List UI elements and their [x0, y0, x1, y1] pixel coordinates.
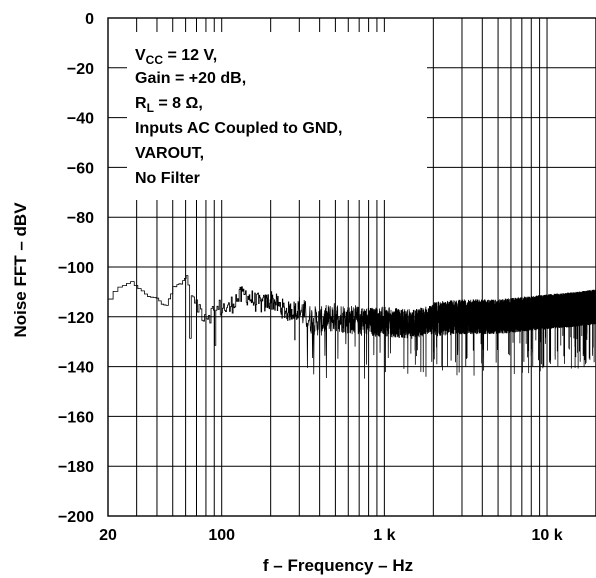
- x-tick-label-0: 20: [99, 527, 117, 544]
- y-tick-label-2: −40: [67, 111, 94, 128]
- x-tick-label-2: 1 k: [373, 527, 395, 544]
- x-tick-label-1: 100: [208, 527, 235, 544]
- test-conditions-annotation: VCC = 12 V, Gain = +20 dB, RL = 8 Ω, Inp…: [135, 47, 342, 187]
- y-tick-label-5: −100: [58, 260, 94, 277]
- y-tick-label-9: −180: [58, 459, 94, 476]
- x-axis-label: f – Frequency – Hz: [263, 556, 413, 575]
- annotation-vcc: VCC = 12 V,: [135, 47, 217, 67]
- y-tick-label-0: 0: [85, 11, 94, 28]
- annotation-inputs: Inputs AC Coupled to GND,: [135, 120, 342, 137]
- annotation-background: [127, 32, 427, 200]
- x-tick-labels: 20 100 1 k 10 k: [99, 527, 563, 544]
- series-noise-trace: [108, 275, 596, 379]
- y-tick-label-10: −200: [58, 509, 94, 526]
- y-tick-label-6: −120: [58, 310, 94, 327]
- x-tick-label-3: 10 k: [531, 527, 562, 544]
- noise-trace-group: [108, 275, 596, 379]
- y-tick-label-4: −80: [67, 210, 94, 227]
- annotation-varout: VAROUT,: [135, 145, 204, 162]
- y-axis-label: Noise FFT – dBV: [11, 202, 30, 338]
- annotation-rl: RL = 8 Ω,: [135, 95, 203, 115]
- y-tick-label-7: −140: [58, 360, 94, 377]
- plot-frame: [107, 17, 596, 517]
- y-tick-label-1: −20: [67, 61, 94, 78]
- y-tick-labels: 0 −20 −40 −60 −80 −100 −120 −140 −160 −180 −200: [58, 11, 94, 526]
- y-tick-label-8: −160: [58, 409, 94, 426]
- annotation-gain: Gain = +20 dB,: [135, 70, 246, 87]
- y-tick-label-3: −60: [67, 160, 94, 177]
- annotation-filter: No Filter: [135, 170, 200, 187]
